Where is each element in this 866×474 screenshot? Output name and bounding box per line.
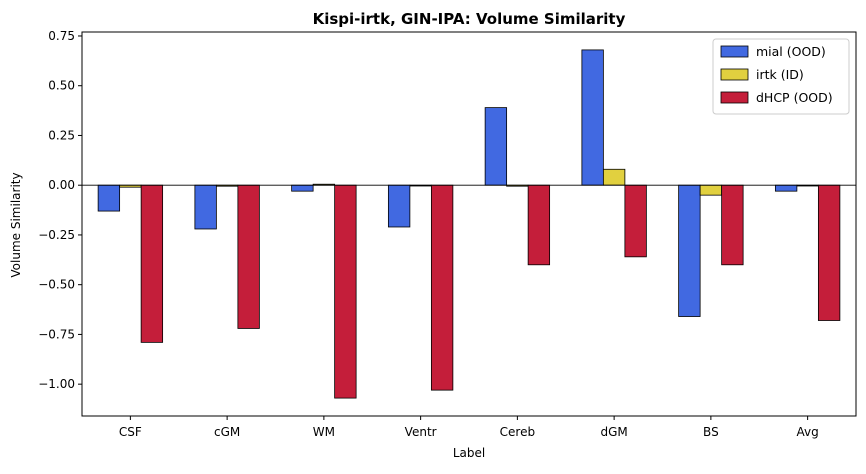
bar	[387, 184, 411, 228]
x-tick-label: dGM	[600, 425, 627, 439]
y-axis-label: Volume Similarity	[9, 172, 23, 277]
legend-label: mial (OOD)	[756, 44, 826, 59]
x-tick-label: BS	[703, 425, 719, 439]
x-tick-label: Avg	[797, 425, 819, 439]
bar	[237, 184, 260, 329]
y-tick-label: −0.50	[38, 278, 75, 292]
bar	[97, 184, 121, 212]
bar	[817, 184, 841, 321]
y-tick-label: 0.50	[48, 79, 75, 93]
legend-swatch	[720, 45, 749, 58]
legend-label: irtk (ID)	[756, 67, 804, 82]
x-tick-label: CSF	[119, 425, 142, 439]
legend-swatch	[720, 91, 749, 104]
bar	[140, 184, 164, 343]
bar	[774, 184, 798, 192]
legend: mial (OOD) irtk (ID) dHCP (OOD)	[712, 38, 850, 115]
x-tick-label: WM	[313, 425, 335, 439]
y-tick-label: 0.25	[48, 128, 75, 142]
bar	[624, 184, 647, 258]
plot-area: 0.75 0.50 0.25 0.00 −0.25 −0.50 −0.75 −1.00 CSF c…	[38, 29, 857, 439]
bar	[484, 107, 508, 186]
bar	[721, 184, 744, 266]
bar	[699, 184, 723, 196]
bar	[527, 184, 551, 266]
x-tick-label: Ventr	[405, 425, 437, 439]
y-tick-label: −1.00	[38, 377, 75, 391]
legend-swatch	[720, 68, 749, 81]
legend-label: dHCP (OOD)	[756, 90, 833, 105]
y-tick-label: −0.75	[38, 327, 75, 341]
bar	[334, 184, 357, 399]
x-tick-label: cGM	[214, 425, 240, 439]
y-tick-label: 0.00	[48, 178, 75, 192]
bar	[430, 184, 454, 391]
bar	[602, 168, 626, 186]
chart-title: Kispi-irtk, GIN-IPA: Volume Similarity	[313, 10, 626, 28]
y-tick-label: 0.75	[48, 29, 75, 43]
bar	[291, 184, 314, 192]
bar	[678, 184, 701, 317]
x-axis-label: Label	[453, 446, 485, 460]
plot-frame	[81, 31, 857, 417]
bar	[581, 49, 604, 186]
bar	[194, 184, 217, 230]
x-tick-label: Cereb	[500, 425, 535, 439]
y-tick-label: −0.25	[38, 228, 75, 242]
